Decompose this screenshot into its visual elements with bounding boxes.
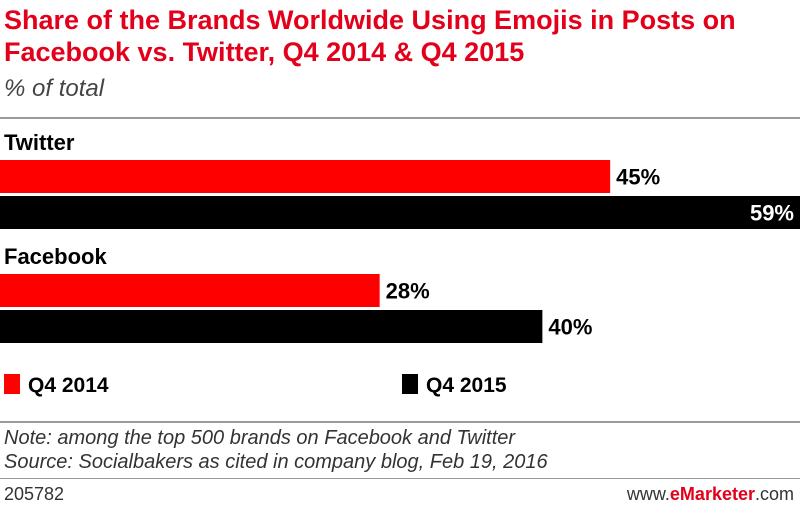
- chart-title: Share of the Brands Worldwide Using Emoj…: [4, 5, 736, 67]
- data-label-facebook-q4-2014: 28%: [386, 279, 430, 304]
- brand-suffix: .com: [754, 484, 794, 504]
- legend-swatch-q4-2015: [402, 374, 418, 394]
- bar-twitter-q4-2014: [0, 160, 611, 193]
- legend-swatch-q4-2014: [4, 374, 20, 394]
- chart-note: Note: among the top 500 brands on Facebo…: [4, 427, 516, 449]
- bar-twitter-q4-2015: [0, 196, 800, 229]
- brand-footer: www.eMarketer.com: [627, 483, 794, 505]
- data-label-facebook-q4-2015: 40%: [548, 315, 592, 340]
- bar-facebook-q4-2015: [0, 310, 543, 343]
- data-label-twitter-q4-2015: 59%: [750, 201, 794, 226]
- data-label-twitter-q4-2014: 45%: [616, 165, 660, 190]
- chart-source: Source: Socialbakers as cited in company…: [4, 451, 548, 473]
- bar-facebook-q4-2014: [0, 274, 380, 307]
- legend-label-q4-2015: Q4 2015: [426, 374, 507, 397]
- chart-note-block: Note: among the top 500 brands on Facebo…: [4, 426, 548, 474]
- legend-label-q4-2014: Q4 2014: [28, 374, 109, 397]
- top-divider: [0, 117, 800, 119]
- bar-chart: Twitter 45% 59% Facebook 28% 40% Q4 2014 Q4 201…: [0, 130, 800, 397]
- note-divider: [0, 421, 800, 423]
- footer-divider: [0, 478, 800, 479]
- chart-subtitle: % of total: [4, 75, 105, 102]
- brand-prefix: www.: [626, 484, 670, 504]
- category-label-twitter: Twitter: [4, 130, 75, 155]
- category-label-facebook: Facebook: [4, 244, 107, 269]
- chart-id: 205782: [4, 484, 65, 504]
- brand-name: eMarketer: [669, 484, 755, 504]
